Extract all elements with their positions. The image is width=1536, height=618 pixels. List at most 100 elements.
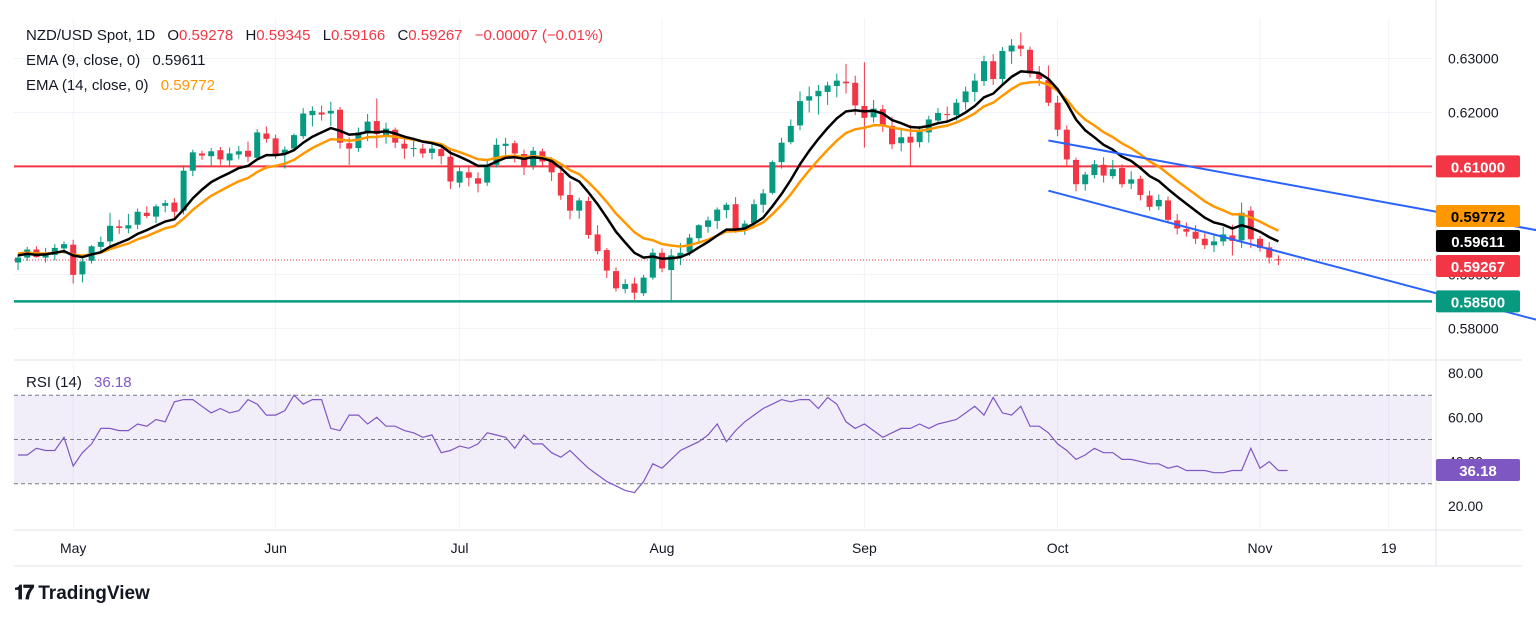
candle-body	[245, 150, 251, 157]
rsi-value-badge	[1436, 459, 1520, 482]
tradingview-logo-icon: 𝟏𝟕	[14, 582, 34, 604]
candle-body	[1146, 195, 1153, 207]
candle-body	[833, 80, 840, 86]
candle-body	[235, 151, 242, 155]
candle-body	[1257, 238, 1263, 248]
candle-body	[806, 96, 813, 101]
candle-body	[760, 193, 767, 205]
candle-body	[272, 138, 279, 155]
candle-body	[217, 150, 224, 160]
candle-body	[585, 200, 592, 235]
rsi-line	[18, 394, 1288, 494]
rsi-tick-label: 60.00	[1448, 409, 1483, 425]
candle-body	[346, 143, 353, 149]
candle-body	[1109, 169, 1116, 177]
candle-body	[567, 195, 573, 211]
candle-body	[557, 172, 564, 196]
candle-body	[962, 91, 969, 103]
candle-body	[318, 112, 325, 115]
price-label-text: 0.59267	[1451, 259, 1505, 276]
candle-body	[327, 110, 334, 114]
candle-body	[1137, 178, 1144, 196]
candle-body	[1128, 179, 1135, 184]
close-label: C	[397, 27, 409, 44]
candle-body	[281, 149, 288, 154]
low-value: 0.59166	[331, 27, 386, 44]
candle-body	[714, 209, 721, 221]
low-label: L	[322, 27, 332, 44]
candle-body	[419, 148, 426, 154]
candle-body	[668, 255, 675, 271]
candle-body	[61, 244, 67, 249]
candle-body	[1036, 74, 1043, 79]
candle-body	[300, 113, 307, 137]
candle-body	[1017, 45, 1024, 49]
ema9-label: EMA (9, close, 0)	[26, 52, 141, 69]
candle-body	[1192, 231, 1199, 239]
rsi-label: RSI (14)	[26, 374, 82, 391]
candle-body	[1027, 49, 1033, 74]
candle-body	[797, 101, 803, 126]
candle-body	[511, 143, 518, 154]
candle-body	[70, 244, 77, 275]
candle-body	[631, 283, 638, 293]
price-tick-label: 0.58000	[1448, 320, 1499, 336]
candle-body	[778, 142, 785, 163]
ema14-value: 0.59772	[160, 77, 215, 94]
candle-body	[870, 108, 877, 118]
candle-body	[999, 50, 1006, 79]
candle-body	[125, 225, 132, 229]
ohlc-legend: NZD/USD Spot, 1D O0.59278 H0.59345 L0.59…	[26, 27, 603, 44]
candle-body	[199, 153, 205, 156]
candle-body	[649, 252, 656, 278]
time-tick-label: Nov	[1248, 540, 1273, 556]
candle-body	[143, 212, 150, 217]
ema14-legend: EMA (14, close, 0) 0.59772	[26, 77, 215, 94]
candle-body	[1100, 164, 1107, 176]
ema14-line	[17, 80, 1279, 257]
time-tick-label: Jun	[264, 540, 287, 556]
tradingview-logo[interactable]: 𝟏𝟕 TradingView	[14, 582, 150, 605]
candle-body	[116, 226, 123, 228]
candle-body	[594, 234, 601, 252]
time-tick-label: Oct	[1047, 540, 1069, 556]
ema9-value: 0.59611	[152, 52, 206, 69]
candle-body	[134, 211, 141, 225]
candle-body	[189, 152, 196, 171]
candle-body	[254, 132, 261, 158]
candle-body	[1183, 229, 1190, 232]
candle-body	[208, 151, 215, 157]
candle-body	[751, 204, 757, 224]
candle-body	[291, 135, 297, 149]
candle-body	[971, 80, 978, 92]
candle-body	[935, 112, 941, 121]
candle-body	[429, 148, 435, 153]
candle-body	[1119, 168, 1125, 185]
price-tick-label: 0.63000	[1448, 50, 1499, 66]
candle-body	[484, 164, 491, 183]
candle-body	[824, 85, 831, 92]
candle-body	[309, 110, 316, 116]
ema9-legend: EMA (9, close, 0) 0.59611	[26, 52, 206, 69]
time-tick-label: 19	[1381, 540, 1397, 556]
candle-body	[51, 247, 58, 255]
candle-body	[107, 225, 113, 242]
candle-body	[1054, 102, 1061, 130]
candle-body	[889, 125, 895, 145]
candle-body	[162, 203, 169, 206]
candle-body	[613, 271, 619, 289]
price-label-badge	[1436, 205, 1520, 227]
channel-lower-line	[1048, 189, 1536, 321]
candle-body	[42, 254, 49, 258]
rsi-legend: RSI (14) 36.18	[26, 374, 132, 391]
candle-body	[438, 149, 445, 157]
candle-body	[15, 257, 21, 263]
candle-body	[787, 125, 794, 143]
candle-body	[907, 136, 914, 143]
candle-body	[1201, 238, 1208, 246]
candle-body	[640, 277, 647, 294]
candle-body	[843, 81, 849, 84]
price-pane	[14, 32, 1536, 321]
candle-body	[769, 162, 776, 193]
candle-body	[1229, 235, 1236, 241]
